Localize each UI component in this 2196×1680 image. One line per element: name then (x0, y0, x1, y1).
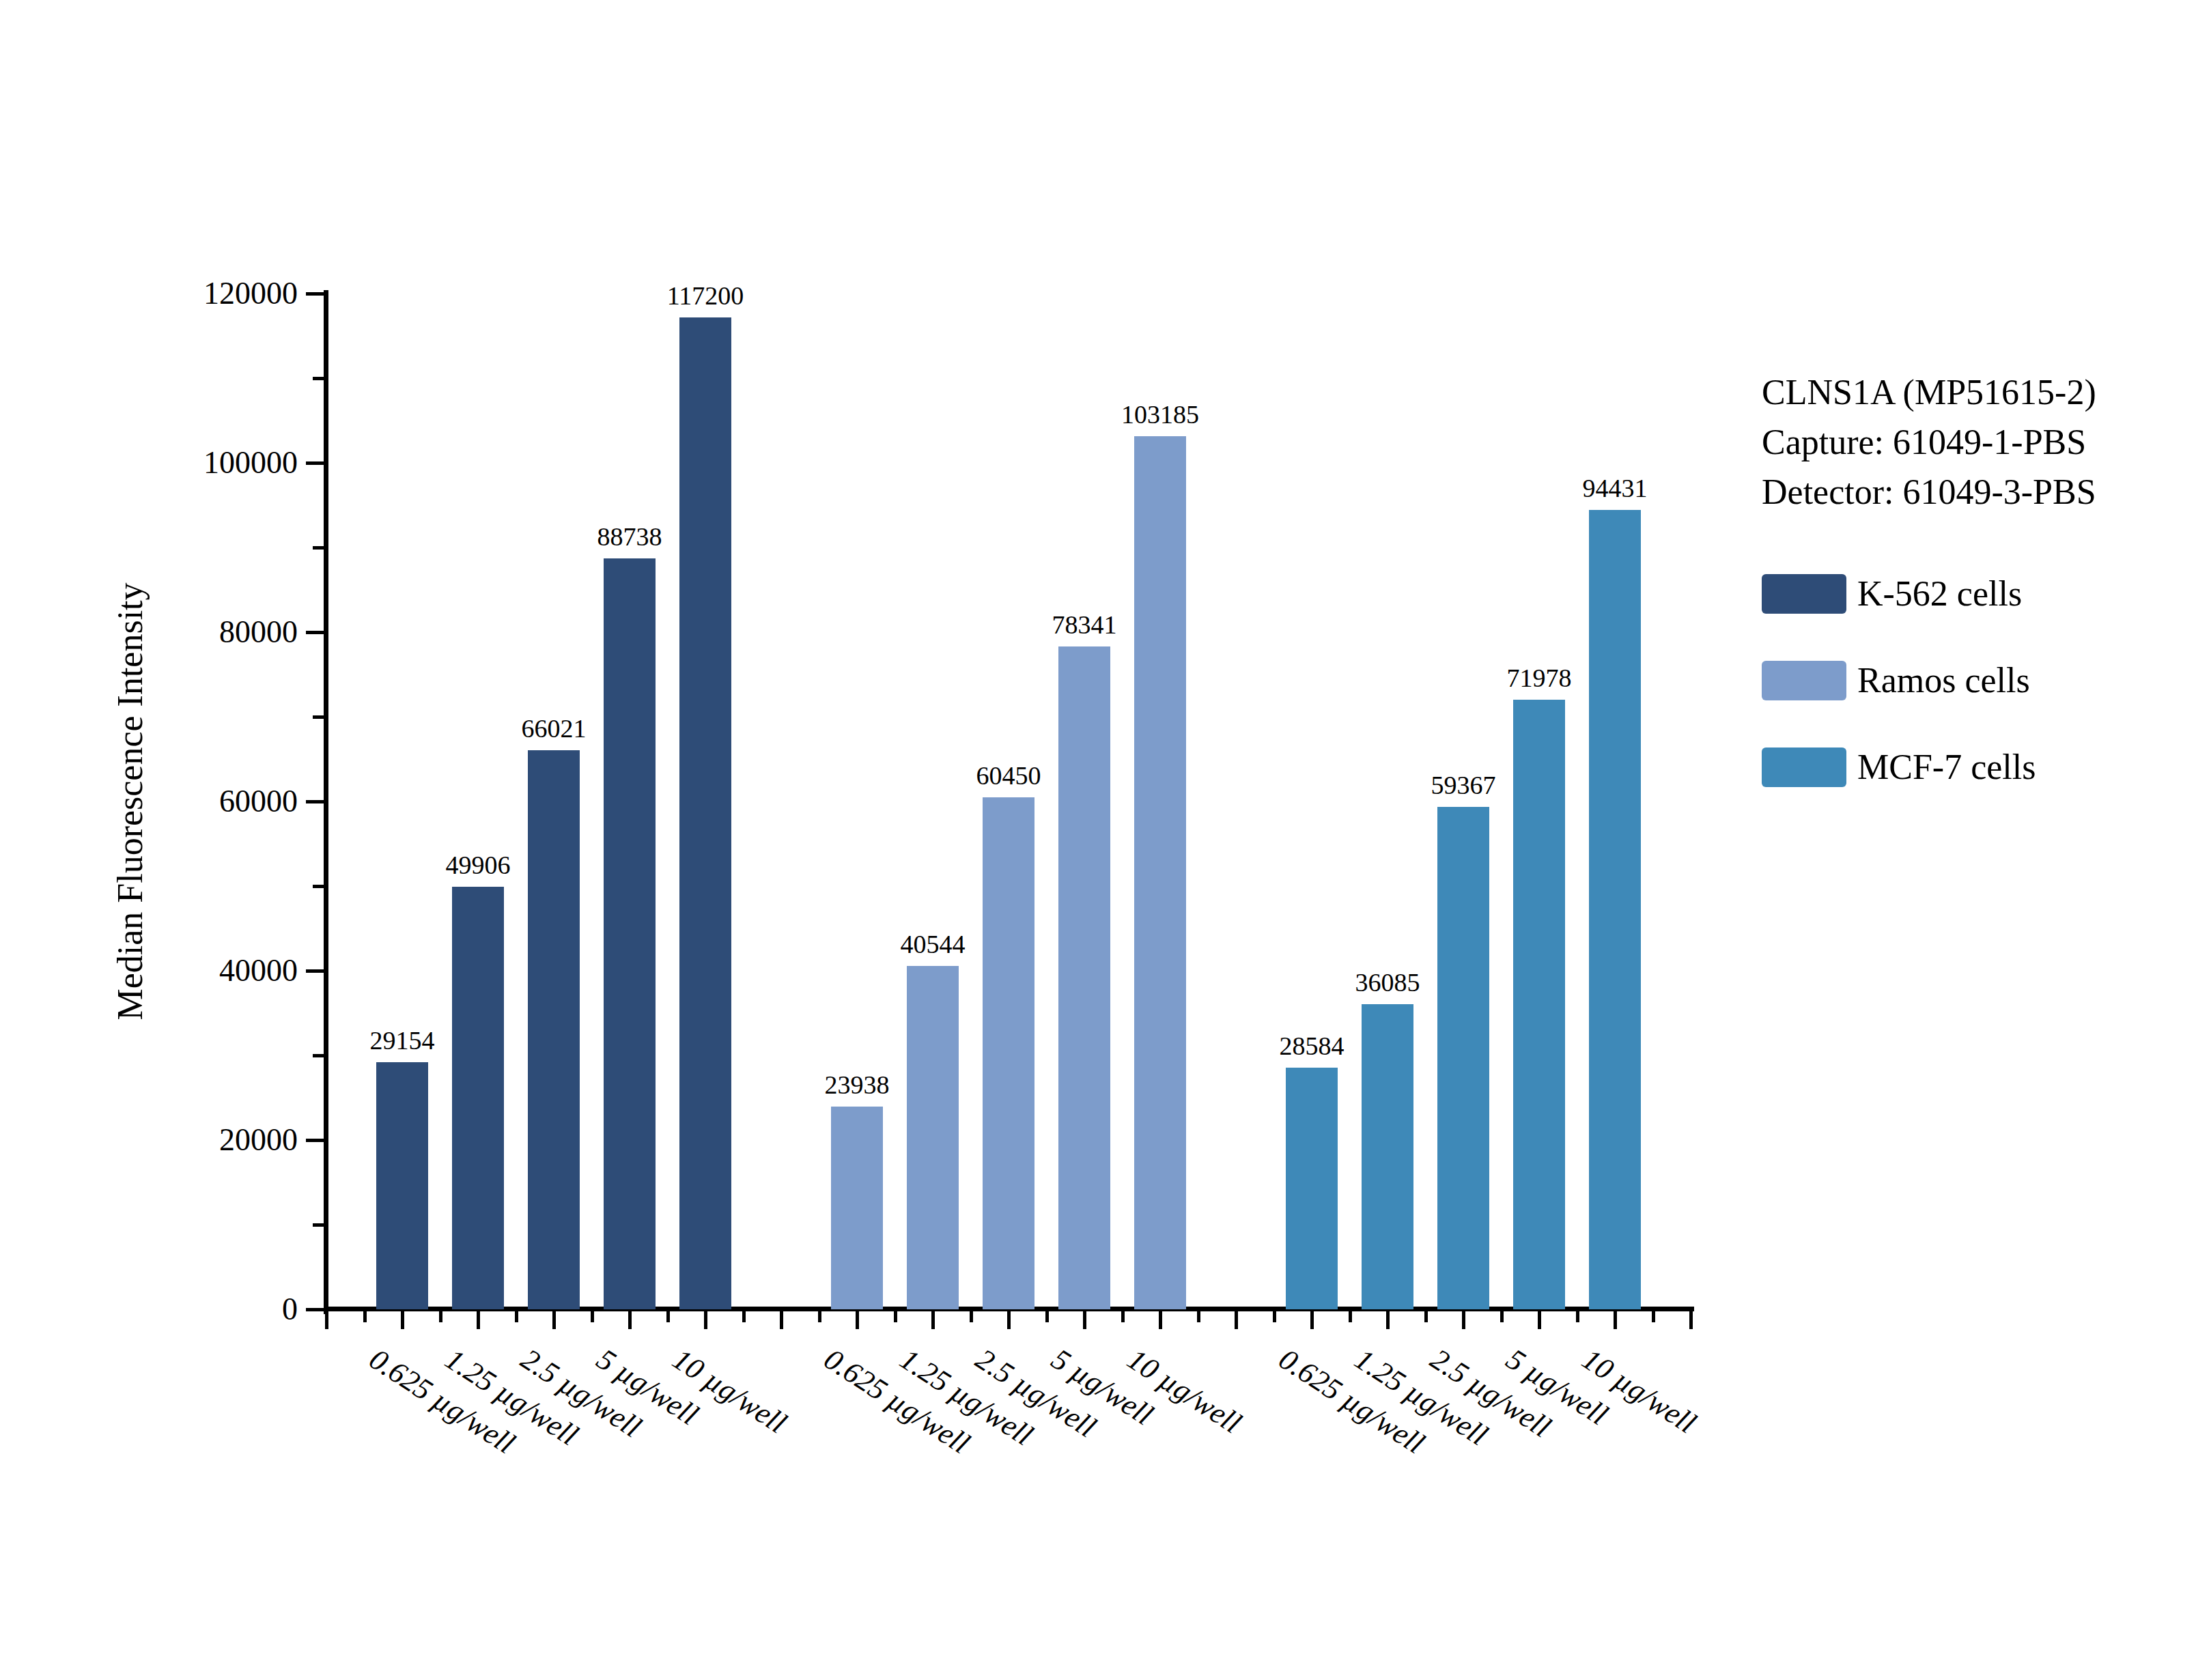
bar-value-label: 94431 (1478, 473, 1751, 503)
x-major-tick (780, 1311, 783, 1329)
x-major-tick (325, 1311, 328, 1329)
annotation-line: CLNS1A (MP51615-2) (1762, 367, 2096, 417)
x-minor-tick (515, 1311, 518, 1322)
y-tick-label: 0 (93, 1291, 298, 1328)
y-major-tick (306, 1308, 324, 1311)
x-major-tick (1462, 1311, 1465, 1329)
annotation-block: CLNS1A (MP51615-2)Capture: 61049-1-PBSDe… (1762, 367, 2096, 517)
y-major-tick (306, 800, 324, 803)
y-minor-tick (313, 546, 324, 550)
y-major-tick (306, 969, 324, 973)
y-major-tick (306, 631, 324, 634)
bar (831, 1107, 883, 1309)
y-tick-label: 100000 (93, 444, 298, 481)
bar (679, 317, 731, 1309)
legend-label: MCF-7 cells (1857, 747, 2036, 787)
y-minor-tick (313, 1223, 324, 1227)
x-minor-tick (970, 1311, 973, 1322)
legend-item: Ramos cells (1762, 660, 2030, 700)
y-tick-label: 80000 (93, 614, 298, 651)
x-major-tick (477, 1311, 480, 1329)
x-minor-tick (1121, 1311, 1125, 1322)
x-minor-tick (1045, 1311, 1049, 1322)
x-major-tick (401, 1311, 404, 1329)
bar (983, 797, 1034, 1309)
legend-swatch (1762, 748, 1846, 787)
x-minor-tick (1349, 1311, 1352, 1322)
bar (604, 558, 656, 1309)
legend-swatch (1762, 574, 1846, 614)
x-major-tick (704, 1311, 707, 1329)
x-minor-tick (818, 1311, 821, 1322)
x-major-tick (1614, 1311, 1617, 1329)
bar (528, 750, 580, 1309)
bar (1362, 1004, 1413, 1309)
x-major-tick (1386, 1311, 1390, 1329)
bar (1134, 436, 1186, 1309)
bar (1437, 807, 1489, 1309)
x-minor-tick (1273, 1311, 1276, 1322)
x-major-tick (552, 1311, 556, 1329)
x-minor-tick (1500, 1311, 1504, 1322)
x-major-tick (856, 1311, 859, 1329)
y-major-tick (306, 292, 324, 296)
x-minor-tick (591, 1311, 594, 1322)
y-minor-tick (313, 885, 324, 888)
x-minor-tick (1576, 1311, 1579, 1322)
y-minor-tick (313, 715, 324, 719)
bar-value-label: 117200 (569, 281, 842, 311)
bar (907, 966, 959, 1309)
bar (1589, 510, 1641, 1309)
x-minor-tick (742, 1311, 746, 1322)
x-minor-tick (1424, 1311, 1428, 1322)
bar (1513, 700, 1565, 1309)
x-minor-tick (1652, 1311, 1655, 1322)
x-major-tick (1007, 1311, 1011, 1329)
y-tick-label: 20000 (93, 1122, 298, 1158)
y-major-tick (306, 1139, 324, 1142)
y-minor-tick (313, 377, 324, 380)
x-minor-tick (894, 1311, 897, 1322)
annotation-line: Detector: 61049-3-PBS (1762, 467, 2096, 517)
bar (376, 1062, 428, 1309)
y-tick-label: 60000 (93, 783, 298, 820)
y-tick-label: 40000 (93, 952, 298, 989)
bar (1286, 1068, 1338, 1309)
bar (452, 887, 504, 1309)
figure: Median Fluorescence Intensity 0200004000… (0, 0, 2196, 1680)
y-axis-spine (324, 290, 328, 1314)
y-tick-label: 120000 (93, 275, 298, 312)
x-minor-tick (1197, 1311, 1200, 1322)
legend-label: K-562 cells (1857, 573, 2022, 614)
x-minor-tick (439, 1311, 442, 1322)
x-major-tick (931, 1311, 935, 1329)
annotation-line: Capture: 61049-1-PBS (1762, 417, 2096, 467)
x-major-tick (1689, 1311, 1693, 1329)
legend-item: K-562 cells (1762, 573, 2022, 614)
bar-value-label: 103185 (1024, 399, 1297, 429)
x-minor-tick (666, 1311, 670, 1322)
bar (1058, 646, 1110, 1309)
x-major-tick (628, 1311, 632, 1329)
legend-swatch (1762, 661, 1846, 700)
y-major-tick (306, 461, 324, 465)
x-major-tick (1235, 1311, 1238, 1329)
x-major-tick (1310, 1311, 1314, 1329)
legend-item: MCF-7 cells (1762, 747, 2036, 787)
legend-label: Ramos cells (1857, 660, 2030, 700)
x-major-tick (1538, 1311, 1541, 1329)
x-major-tick (1083, 1311, 1086, 1329)
x-minor-tick (363, 1311, 367, 1322)
x-major-tick (1159, 1311, 1162, 1329)
